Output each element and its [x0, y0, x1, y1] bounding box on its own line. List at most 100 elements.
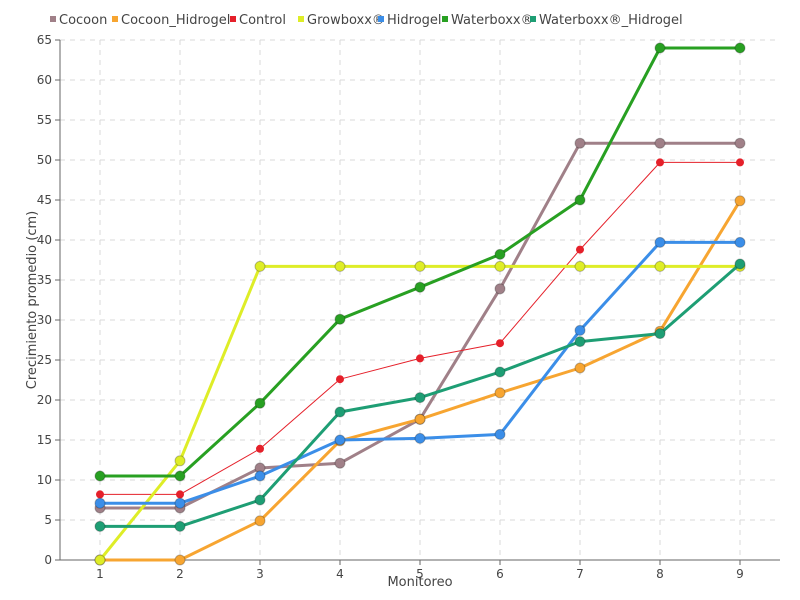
legend-item[interactable]: Control: [230, 13, 286, 28]
data-point[interactable]: [254, 515, 266, 527]
data-point[interactable]: [494, 260, 506, 272]
legend-item[interactable]: Cocoon: [50, 13, 107, 28]
data-point[interactable]: [94, 554, 106, 566]
data-point[interactable]: [254, 470, 266, 482]
data-point[interactable]: [574, 260, 586, 272]
data-point[interactable]: [414, 281, 426, 293]
data-point[interactable]: [336, 375, 344, 384]
y-tick-label: 15: [37, 433, 52, 447]
data-point[interactable]: [414, 432, 426, 444]
data-point[interactable]: [734, 137, 746, 149]
grid: [60, 39, 780, 560]
data-point[interactable]: [174, 470, 186, 482]
x-tick-label: 6: [496, 567, 504, 581]
y-tick-label: 5: [44, 513, 52, 527]
y-tick-label: 50: [37, 153, 52, 167]
data-point[interactable]: [176, 490, 184, 499]
data-point[interactable]: [656, 158, 664, 167]
data-point[interactable]: [654, 260, 666, 272]
data-point[interactable]: [734, 236, 746, 248]
data-point[interactable]: [654, 236, 666, 248]
legend-label: Waterboxx®: [451, 13, 534, 28]
data-point[interactable]: [494, 366, 506, 378]
data-point[interactable]: [654, 328, 666, 340]
data-point[interactable]: [174, 497, 186, 509]
data-point[interactable]: [94, 520, 106, 532]
legend[interactable]: Cocoon Cocoon_Hidrogel Control Growboxx® Hid…: [50, 13, 683, 28]
data-point[interactable]: [254, 397, 266, 409]
y-tick-label: 55: [37, 113, 52, 127]
data-point[interactable]: [416, 354, 424, 363]
data-point[interactable]: [96, 490, 104, 499]
data-point[interactable]: [414, 413, 426, 425]
x-tick-label: 8: [656, 567, 664, 581]
data-point[interactable]: [254, 494, 266, 506]
data-point[interactable]: [334, 260, 346, 272]
legend-swatch: [230, 16, 236, 22]
data-point[interactable]: [494, 428, 506, 440]
y-tick-label: 45: [37, 193, 52, 207]
data-point[interactable]: [494, 283, 506, 295]
legend-label: Control: [239, 13, 286, 28]
y-tick-label: 10: [37, 473, 52, 487]
data-point[interactable]: [736, 158, 744, 167]
series-control[interactable]: [96, 158, 744, 499]
data-point[interactable]: [256, 444, 264, 453]
x-tick-label: 4: [336, 567, 344, 581]
data-point[interactable]: [334, 457, 346, 469]
data-point[interactable]: [174, 455, 186, 467]
legend-item[interactable]: Growboxx®: [298, 13, 385, 28]
data-point[interactable]: [574, 194, 586, 206]
legend-swatch: [50, 16, 56, 22]
data-point[interactable]: [576, 245, 584, 254]
data-point[interactable]: [174, 520, 186, 532]
x-tick-label: 5: [416, 567, 424, 581]
data-point[interactable]: [734, 42, 746, 54]
legend-label: Cocoon: [59, 13, 107, 28]
legend-swatch: [378, 16, 384, 22]
x-tick-label: 2: [176, 567, 184, 581]
x-axis-title: Monitoreo: [387, 575, 452, 590]
y-axis-title: Crecimiento promedio (cm): [25, 211, 40, 389]
data-point[interactable]: [414, 392, 426, 404]
data-point[interactable]: [574, 324, 586, 336]
legend-item[interactable]: Cocoon_Hidrogel: [112, 13, 230, 28]
data-point[interactable]: [334, 434, 346, 446]
series-waterboxx[interactable]: [94, 42, 746, 482]
y-tick-label: 35: [37, 273, 52, 287]
data-point[interactable]: [654, 42, 666, 54]
series-hidrogel[interactable]: [94, 236, 746, 509]
data-point[interactable]: [254, 260, 266, 272]
y-tick-label: 20: [37, 393, 52, 407]
series: [94, 42, 746, 566]
data-point[interactable]: [494, 248, 506, 260]
data-point[interactable]: [574, 336, 586, 348]
y-tick-label: 60: [37, 73, 52, 87]
legend-label: Growboxx®: [307, 13, 385, 28]
data-point[interactable]: [414, 260, 426, 272]
data-point[interactable]: [496, 339, 504, 348]
data-point[interactable]: [574, 137, 586, 149]
data-point[interactable]: [734, 195, 746, 207]
y-tick-label: 0: [44, 553, 52, 567]
x-tick-label: 9: [736, 567, 744, 581]
data-point[interactable]: [494, 387, 506, 399]
series-waterboxx-hidrogel[interactable]: [94, 258, 746, 532]
data-point[interactable]: [94, 497, 106, 509]
data-point[interactable]: [94, 470, 106, 482]
legend-item[interactable]: Waterboxx®: [442, 13, 534, 28]
data-point[interactable]: [574, 362, 586, 374]
y-tick-label: 30: [37, 313, 52, 327]
data-point[interactable]: [334, 313, 346, 325]
x-tick-label: 3: [256, 567, 264, 581]
data-point[interactable]: [734, 258, 746, 270]
legend-item[interactable]: Hidrogel: [378, 13, 442, 28]
data-point[interactable]: [654, 137, 666, 149]
data-point[interactable]: [174, 554, 186, 566]
x-tick-label: 7: [576, 567, 584, 581]
data-point[interactable]: [334, 406, 346, 418]
x-tick-label: 1: [96, 567, 104, 581]
legend-item[interactable]: Waterboxx®_Hidrogel: [530, 13, 683, 28]
